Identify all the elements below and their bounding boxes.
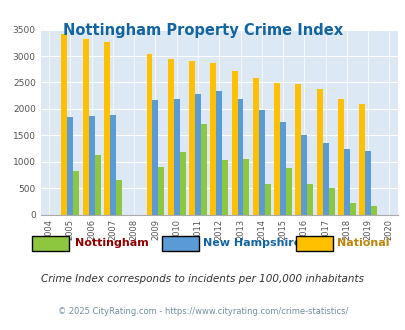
Bar	[158, 167, 164, 214]
Bar	[173, 99, 179, 214]
Bar	[337, 99, 343, 214]
Bar	[258, 111, 264, 214]
Bar	[273, 83, 279, 214]
Bar	[110, 115, 115, 214]
Bar	[316, 89, 322, 214]
Text: Nottingham: Nottingham	[75, 238, 149, 248]
Bar	[152, 100, 158, 214]
Bar	[73, 171, 79, 214]
Bar	[307, 184, 313, 215]
Bar	[216, 91, 222, 214]
Bar	[264, 184, 270, 215]
Bar	[231, 71, 237, 214]
Bar	[104, 42, 110, 215]
Bar	[343, 149, 349, 214]
Text: © 2025 CityRating.com - https://www.cityrating.com/crime-statistics/: © 2025 CityRating.com - https://www.city…	[58, 307, 347, 316]
Bar	[370, 206, 376, 214]
Bar	[67, 117, 73, 214]
Bar	[179, 152, 185, 214]
Bar	[301, 135, 307, 214]
Bar	[210, 63, 216, 214]
Bar	[83, 39, 88, 214]
Bar	[167, 59, 173, 214]
Bar	[189, 61, 194, 214]
Bar	[115, 180, 122, 214]
Bar	[349, 203, 355, 214]
Text: National: National	[336, 238, 388, 248]
Bar	[200, 124, 207, 214]
Text: Nottingham Property Crime Index: Nottingham Property Crime Index	[63, 23, 342, 38]
Bar	[358, 104, 364, 214]
Bar	[222, 160, 228, 214]
Text: Crime Index corresponds to incidents per 100,000 inhabitants: Crime Index corresponds to incidents per…	[41, 274, 364, 284]
Bar	[194, 94, 200, 214]
Bar	[252, 78, 258, 214]
Bar	[88, 116, 94, 214]
Bar	[295, 84, 301, 214]
Bar	[285, 168, 291, 215]
Bar	[364, 151, 370, 214]
Bar	[94, 155, 100, 214]
Bar	[237, 99, 243, 214]
Bar	[322, 143, 328, 214]
Bar	[279, 121, 285, 214]
Bar	[243, 158, 249, 215]
Bar	[328, 187, 334, 214]
Bar	[61, 34, 67, 214]
Text: New Hampshire: New Hampshire	[202, 238, 301, 248]
Bar	[146, 54, 152, 214]
